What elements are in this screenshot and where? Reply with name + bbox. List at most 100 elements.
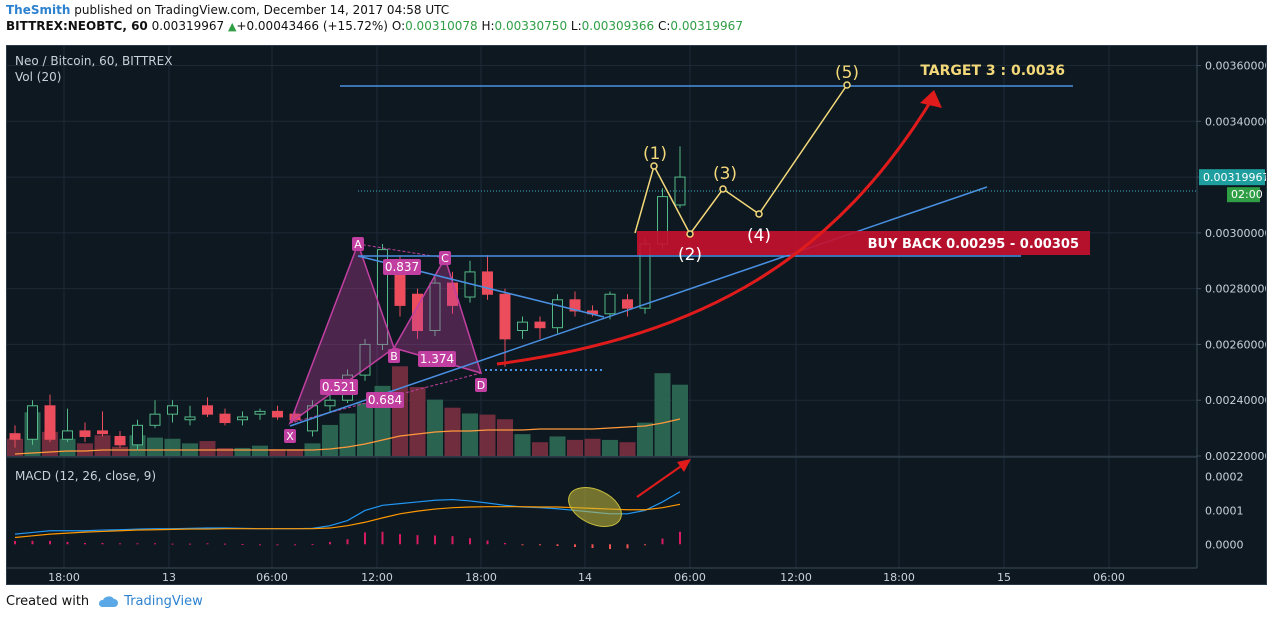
author-name[interactable]: TheSmith — [6, 3, 71, 17]
price-tick-label: 0.00280000 — [1205, 283, 1266, 296]
volume-bar — [479, 414, 496, 456]
ratio-label: 0.837 — [385, 260, 419, 274]
pattern-point-label: D — [477, 379, 485, 392]
macd-histogram-bar — [521, 544, 524, 546]
candle-body — [149, 413, 161, 426]
symbol-label: BITTREX:NEOBTC, 60 — [6, 19, 148, 33]
wave-point — [755, 210, 763, 218]
pattern-point-box — [439, 251, 451, 265]
volume-bar — [269, 449, 286, 456]
buy-back-zone — [637, 231, 1090, 255]
macd-tick-label: 0.0000 — [1205, 538, 1244, 551]
candle-body — [79, 430, 91, 437]
volume-bar — [672, 384, 688, 456]
time-tick-label: 13 — [162, 571, 176, 584]
volume-bar — [199, 441, 216, 456]
pattern-point-box — [475, 378, 487, 392]
macd-legend: MACD (12, 26, close, 9) — [15, 469, 157, 483]
volume-bar — [112, 446, 128, 456]
macd-histogram-bar — [14, 540, 16, 545]
overlays: BUY BACK 0.00295 - 0.00305 (1) (2) (3) (4) (5… — [284, 63, 1197, 498]
low-label: L: — [570, 19, 582, 33]
symbol-legend: Neo / Bitcoin, 60, BITTREX Vol (20) — [15, 53, 172, 85]
volume-bar — [357, 403, 373, 456]
volume-bar — [497, 419, 513, 456]
macd-histogram-bar — [469, 538, 471, 545]
volume-ma-line — [14, 418, 681, 455]
wave-label: (1) — [643, 144, 667, 164]
target-label: TARGET 3 : 0.0036 — [920, 63, 1065, 79]
ratio-box — [320, 379, 358, 395]
time-tick-label: 12:00 — [361, 571, 393, 584]
macd-histogram-bar — [504, 542, 506, 545]
macd-pane — [14, 487, 681, 550]
volume-bar — [514, 434, 531, 456]
grid — [7, 46, 1197, 568]
macd-histogram-bar — [591, 544, 594, 549]
wave-point — [650, 162, 658, 170]
wave-label: (5) — [835, 63, 859, 83]
candle-body — [114, 435, 126, 446]
volume-bar — [427, 399, 443, 456]
macd-histogram-bar — [31, 540, 34, 545]
elliott-wave-line — [634, 84, 848, 236]
volume-bar — [164, 438, 181, 456]
candle-body — [377, 249, 388, 345]
time-tick-label: 18:00 — [465, 571, 497, 584]
trend-line-lower — [289, 186, 988, 427]
chart-pane[interactable]: BUY BACK 0.00295 - 0.00305 (1) (2) (3) (4) (5… — [6, 45, 1267, 585]
volume-bar — [409, 387, 426, 456]
volume-bar — [217, 447, 233, 456]
price-change: +0.00043466 (+15.72%) — [236, 19, 388, 33]
macd-histogram-bar — [399, 534, 401, 545]
candle-body — [132, 424, 143, 446]
ratio-box — [383, 259, 421, 275]
wave-point — [719, 185, 727, 193]
pattern-point-label: B — [390, 350, 398, 363]
macd-histogram-bar — [626, 544, 629, 549]
macd-histogram-bar — [84, 542, 86, 545]
countdown-tag — [1227, 187, 1260, 203]
macd-histogram-bar — [241, 543, 244, 545]
candle-body — [254, 410, 266, 415]
candle-body — [604, 293, 616, 315]
publish-line: TheSmith published on TradingView.com, D… — [6, 2, 1266, 18]
price-chart-svg[interactable]: BUY BACK 0.00295 - 0.00305 (1) (2) (3) (4) (5… — [7, 46, 1266, 584]
macd-histogram-bar — [486, 540, 489, 545]
volume-bar — [444, 407, 461, 456]
candle-body — [97, 430, 108, 435]
macd-histogram-bar — [556, 544, 559, 546]
open-label: O: — [391, 19, 406, 33]
volume-bar — [94, 435, 111, 456]
macd-histogram-bar — [311, 543, 314, 545]
candle-body — [534, 321, 546, 329]
chart-header: TheSmith published on TradingView.com, D… — [6, 2, 1266, 35]
macd-histogram-bar — [644, 544, 646, 546]
candle-body — [27, 405, 38, 440]
candle-body — [202, 405, 213, 415]
volume-bar — [549, 436, 566, 456]
macd-histogram-bar — [276, 544, 279, 546]
ratio-box — [366, 392, 404, 408]
footer: Created with TradingView — [6, 594, 203, 609]
current-price-tag — [1199, 169, 1265, 186]
brand-label: TradingView — [124, 594, 203, 609]
candle-body — [552, 299, 563, 329]
tradingview-link[interactable]: TradingView — [97, 594, 203, 609]
volume-bar — [339, 413, 356, 456]
price-tick-label: 0.00260000 — [1205, 338, 1266, 351]
volume-bar — [322, 424, 338, 456]
signal-line — [14, 503, 681, 539]
wave-label: (4) — [747, 226, 771, 246]
candle-body — [569, 299, 581, 312]
high-label: H: — [481, 19, 495, 33]
candle-body — [272, 410, 283, 418]
macd-histogram-bar — [364, 532, 366, 545]
volume-bar — [602, 439, 618, 456]
publish-info: published on TradingView.com, December 1… — [70, 3, 450, 17]
time-tick-label: 06:00 — [256, 571, 288, 584]
time-tick-label: 15 — [997, 571, 1011, 584]
buy-back-label: BUY BACK 0.00295 - 0.00305 — [868, 237, 1079, 252]
macd-histogram-bar — [294, 544, 296, 546]
macd-arrow — [636, 461, 688, 498]
